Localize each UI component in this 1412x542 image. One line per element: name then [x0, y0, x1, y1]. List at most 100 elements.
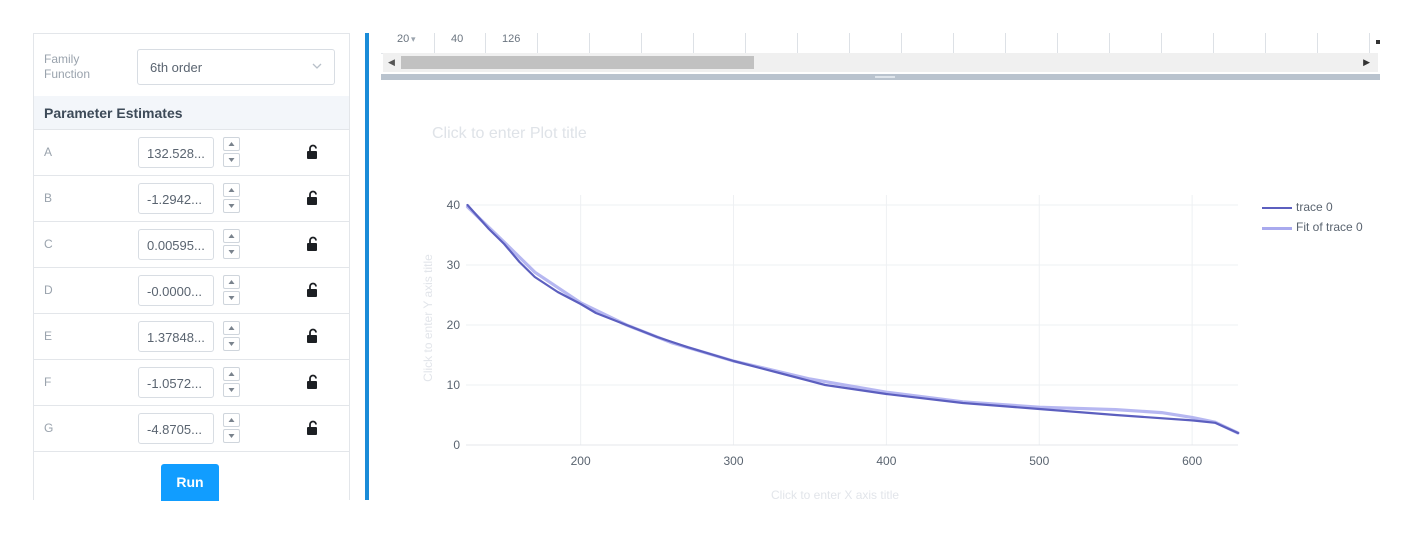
x-tick-label: 300 [724, 454, 744, 468]
parameter-value: 132.528... [147, 146, 205, 161]
unlocked-lock-icon[interactable] [304, 420, 320, 436]
grid-cell[interactable] [798, 33, 850, 53]
increment-button[interactable] [223, 183, 240, 197]
parameter-estimates-title: Parameter Estimates [44, 105, 183, 121]
grid-cell[interactable] [1318, 33, 1370, 53]
parameter-row: B -1.2942... [34, 175, 349, 222]
increment-button[interactable] [223, 367, 240, 381]
parameter-estimates-header: Parameter Estimates [34, 96, 349, 130]
grid-cell[interactable]: 20 ▾ [381, 33, 435, 53]
scroll-right-icon[interactable]: ▶ [1363, 57, 1370, 67]
grid-cell[interactable] [954, 33, 1006, 53]
decrement-button[interactable] [223, 245, 240, 259]
parameter-stepper[interactable] [223, 275, 241, 306]
grid-cell-value: 40 [451, 33, 464, 45]
legend-label: trace 0 [1296, 200, 1333, 214]
decrement-button[interactable] [223, 153, 240, 167]
caret-up-icon [228, 188, 235, 192]
parameter-stepper[interactable] [223, 367, 241, 398]
caret-up-icon [228, 418, 235, 422]
family-function-select[interactable]: 6th order [137, 49, 335, 85]
y-tick-label: 10 [447, 378, 461, 392]
scrollbar-thumb[interactable] [401, 56, 754, 69]
unlocked-lock-icon[interactable] [304, 144, 320, 160]
increment-button[interactable] [223, 321, 240, 335]
increment-button[interactable] [223, 275, 240, 289]
splitter-handle-icon[interactable] [875, 76, 895, 78]
parameter-value-input[interactable]: -0.0000... [138, 275, 214, 306]
parameter-value-input[interactable]: 1.37848... [138, 321, 214, 352]
grid-cell[interactable] [1214, 33, 1266, 53]
caret-up-icon [228, 280, 235, 284]
decrement-button[interactable] [223, 429, 240, 443]
parameter-name: G [44, 421, 54, 435]
grid-cell[interactable]: 126 [486, 33, 538, 53]
grid-cell[interactable] [590, 33, 642, 53]
family-function-row: Family Function 6th order [34, 34, 349, 97]
parameter-stepper[interactable] [223, 413, 241, 444]
decrement-button[interactable] [223, 337, 240, 351]
x-axis-title-placeholder[interactable]: Click to enter X axis title [771, 488, 900, 502]
parameter-name: D [44, 283, 53, 297]
increment-button[interactable] [223, 137, 240, 151]
parameter-value-input[interactable]: -4.8705... [138, 413, 214, 444]
parameter-row: E 1.37848... [34, 313, 349, 360]
grid-cell[interactable]: 40 [435, 33, 486, 53]
trace-0-line [466, 203, 1240, 435]
grid-cell[interactable] [694, 33, 746, 53]
decrement-button[interactable] [223, 291, 240, 305]
grid-cell[interactable] [902, 33, 954, 53]
increment-button[interactable] [223, 229, 240, 243]
parameter-name: F [44, 375, 52, 389]
parameter-value: 1.37848... [147, 330, 205, 345]
grid-cell[interactable] [1162, 33, 1214, 53]
grid-cell[interactable] [538, 33, 590, 53]
unlocked-lock-icon[interactable] [304, 190, 320, 206]
caret-down-icon [228, 250, 235, 254]
plot-title-placeholder[interactable]: Click to enter Plot title [432, 125, 587, 142]
grid-cell[interactable] [1266, 33, 1318, 53]
unlocked-lock-icon[interactable] [304, 282, 320, 298]
y-tick-label: 0 [453, 438, 460, 452]
parameter-stepper[interactable] [223, 321, 241, 352]
decrement-button[interactable] [223, 383, 240, 397]
y-tick-label: 20 [447, 318, 461, 332]
parameter-value: -1.0572... [147, 376, 202, 391]
fit-panel: Family Function 6th order Parameter Esti… [33, 33, 350, 501]
grid-cell[interactable] [850, 33, 902, 53]
horizontal-scrollbar[interactable]: ◀ ▶ [383, 53, 1378, 72]
grid-cell-value: 20 [397, 33, 410, 45]
parameter-value: -4.8705... [147, 422, 202, 437]
run-button[interactable]: Run [161, 464, 219, 501]
scroll-left-icon[interactable]: ◀ [388, 57, 395, 67]
parameter-value-input[interactable]: -1.0572... [138, 367, 214, 398]
legend-swatch [1262, 207, 1292, 209]
parameter-value-input[interactable]: 0.00595... [138, 229, 214, 260]
pane-splitter[interactable] [381, 74, 1380, 80]
grid-cell[interactable] [746, 33, 798, 53]
grid-cell-value: 126 [502, 33, 521, 45]
family-function-label: Family Function [44, 52, 91, 81]
unlocked-lock-icon[interactable] [304, 374, 320, 390]
grid-cell[interactable] [1006, 33, 1058, 53]
parameter-stepper[interactable] [223, 229, 241, 260]
x-tick-label: 400 [876, 454, 896, 468]
decrement-button[interactable] [223, 199, 240, 213]
panel-divider[interactable] [365, 33, 369, 500]
unlocked-lock-icon[interactable] [304, 236, 320, 252]
grid-cell[interactable] [1110, 33, 1162, 53]
parameter-value: -1.2942... [147, 192, 202, 207]
caret-up-icon [228, 234, 235, 238]
parameter-stepper[interactable] [223, 183, 241, 214]
increment-button[interactable] [223, 413, 240, 427]
unlocked-lock-icon[interactable] [304, 328, 320, 344]
cell-dropdown-icon: ▾ [411, 34, 416, 44]
caret-down-icon [228, 342, 235, 346]
caret-down-icon [228, 158, 235, 162]
parameter-value-input[interactable]: -1.2942... [138, 183, 214, 214]
grid-cell[interactable] [1058, 33, 1110, 53]
parameter-value-input[interactable]: 132.528... [138, 137, 214, 168]
parameter-stepper[interactable] [223, 137, 241, 168]
grid-cell[interactable] [642, 33, 694, 53]
